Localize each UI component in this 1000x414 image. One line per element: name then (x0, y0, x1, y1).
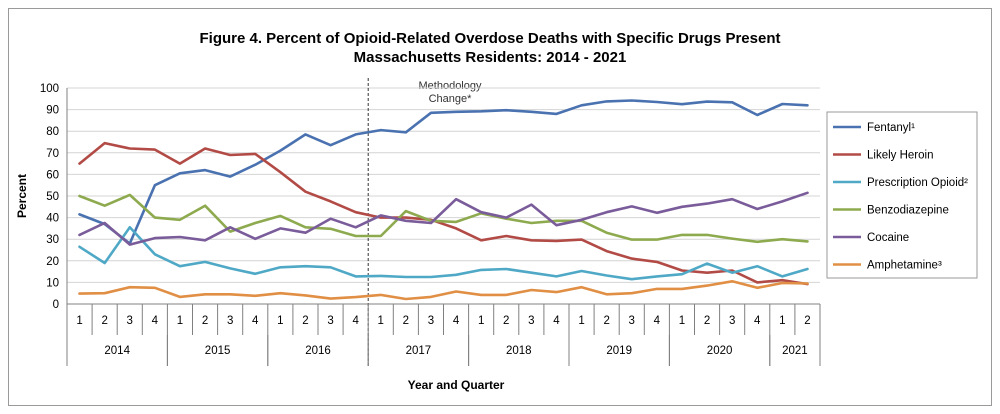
legend-label-4: Cocaine (867, 232, 909, 244)
x-tick-label-quarter: 2 (403, 315, 409, 327)
x-tick-label-quarter: 2 (503, 315, 509, 327)
y-tick-label-10: 10 (46, 277, 59, 289)
x-tick-label-quarter: 4 (654, 315, 661, 327)
x-tick-label-quarter: 2 (302, 315, 308, 327)
x-tick-label-quarter: 1 (277, 315, 283, 327)
grid-layer (67, 78, 820, 366)
x-tick-label-year-2019: 2019 (606, 345, 632, 357)
x-tick-label-quarter: 1 (378, 315, 384, 327)
x-tick-label-quarter: 3 (428, 315, 434, 327)
y-tick-label-0: 0 (53, 299, 59, 311)
x-tick-label-quarter: 4 (252, 315, 259, 327)
x-tick-label-quarter: 4 (352, 315, 359, 327)
x-tick-label-quarter: 2 (603, 315, 609, 327)
x-tick-label-quarter: 4 (152, 315, 159, 327)
x-axis-label: Year and Quarter (408, 378, 505, 392)
methodology-annotation-line-2: Change* (429, 93, 473, 105)
x-tick-label-quarter: 4 (754, 315, 761, 327)
x-tick-label-quarter: 4 (553, 315, 560, 327)
x-tick-label-year-2021: 2021 (782, 345, 808, 357)
x-tick-label-quarter: 4 (453, 315, 460, 327)
x-tick-label-year-2016: 2016 (305, 345, 331, 357)
x-tick-label-year-2015: 2015 (205, 345, 231, 357)
series-line-4 (78, 191, 809, 246)
x-tick-label-quarter: 3 (629, 315, 635, 327)
legend-box (826, 111, 978, 279)
series-line-0 (78, 99, 809, 245)
x-tick-label-quarter: 1 (177, 315, 183, 327)
x-tick-label-year-2018: 2018 (506, 345, 532, 357)
x-tick-label-quarter: 3 (127, 315, 133, 327)
x-tick-label-quarter: 3 (227, 315, 233, 327)
y-tick-label-40: 40 (46, 213, 59, 225)
x-tick-label-quarter: 2 (704, 315, 710, 327)
x-tick-label-year-2014: 2014 (104, 345, 130, 357)
x-tick-label-quarter: 2 (804, 315, 810, 327)
chart-frame (8, 8, 992, 406)
methodology-annotation-line-1: Methodology (419, 80, 482, 92)
y-tick-label-60: 60 (46, 169, 59, 181)
x-tick-label-quarter: 3 (528, 315, 534, 327)
x-tick-label-quarter: 2 (202, 315, 208, 327)
legend-label-5: Amphetamine³ (867, 260, 942, 272)
y-tick-label-70: 70 (46, 148, 59, 160)
y-tick-label-20: 20 (46, 256, 59, 268)
axis-layer: 0 10 20 30 40 50 60 70 80 90 100 1 2 3 4 1 2 3 4 1 2 3 4 1 2 3 4 1 2… (40, 83, 821, 366)
series-line-5 (78, 279, 809, 301)
chart-title-line-2: Massachusetts Residents: 2014 - 2021 (354, 49, 627, 66)
x-tick-label-quarter: 2 (101, 315, 107, 327)
series-line-1 (78, 141, 809, 286)
x-tick-label-quarter: 1 (578, 315, 584, 327)
legend: Fentanyl¹ Likely Heroin Prescription Opioi… (826, 111, 978, 279)
legend-label-3: Benzodiazepine (867, 205, 949, 217)
x-tick-label-year-2017: 2017 (406, 345, 432, 357)
x-tick-label-quarter: 1 (478, 315, 484, 327)
y-tick-label-30: 30 (46, 234, 59, 246)
series-layer (78, 99, 809, 301)
x-tick-label-quarter: 3 (327, 315, 333, 327)
x-tick-label-quarter: 1 (76, 315, 82, 327)
y-tick-label-100: 100 (40, 83, 59, 95)
series-line-3 (78, 193, 809, 244)
chart-title-line-1: Figure 4. Percent of Opioid-Related Over… (200, 30, 781, 47)
x-tick-label-quarter: 1 (679, 315, 685, 327)
legend-label-2: Prescription Opioid² (867, 177, 968, 189)
x-tick-label-quarter: 1 (779, 315, 785, 327)
y-tick-label-80: 80 (46, 126, 59, 138)
y-tick-label-50: 50 (46, 191, 59, 203)
x-tick-label-quarter: 3 (729, 315, 735, 327)
legend-label-1: Likely Heroin (867, 150, 933, 162)
y-tick-label-90: 90 (46, 105, 59, 117)
x-tick-label-year-2020: 2020 (707, 345, 733, 357)
series-line-2 (78, 226, 809, 281)
y-axis-label: Percent (15, 174, 29, 218)
legend-label-0: Fentanyl¹ (867, 122, 915, 134)
